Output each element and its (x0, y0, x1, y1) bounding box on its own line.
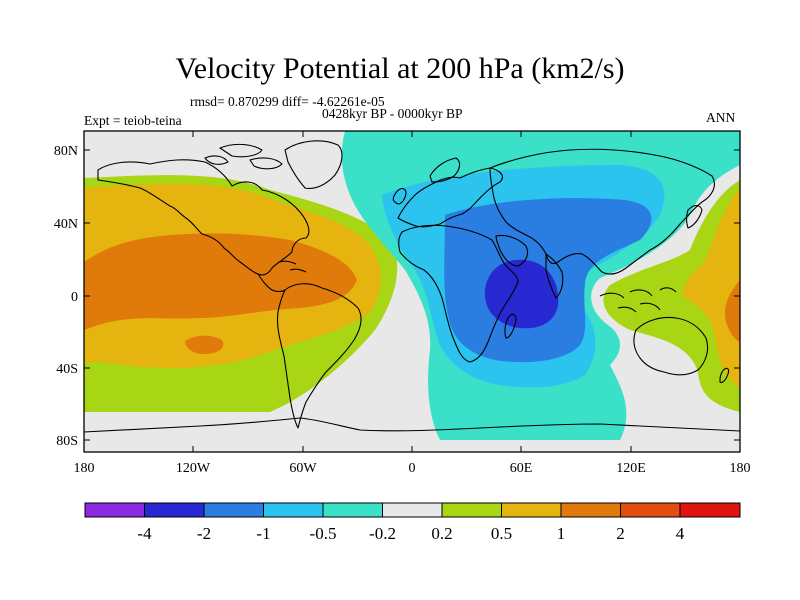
experiment-label: Expt = teiob-teina (84, 113, 182, 128)
colorbar-swatch-3 (204, 503, 264, 517)
coast-antarctica (84, 417, 740, 433)
lon-label-180e: 180 (730, 461, 751, 476)
colorbar-swatch-7 (442, 503, 502, 517)
coast-asia (489, 148, 715, 275)
coast-africa (398, 224, 519, 363)
colorbar-label: -4 (137, 524, 152, 543)
colorbar-label: 1 (557, 524, 566, 543)
colorbar: -4 -2 -1 -0.5 -0.2 0.2 0.5 1 2 4 (84, 502, 741, 543)
coastlines (84, 140, 740, 433)
lat-label-80n: 80N (54, 144, 78, 159)
colorbar-swatch-5 (323, 503, 383, 517)
colorbar-swatch-9 (561, 503, 621, 517)
positive-region-east-0.5 (683, 188, 740, 388)
colorbar-label: -0.5 (310, 524, 337, 543)
positive-region-1c (185, 335, 224, 355)
colorbar-label: -1 (256, 524, 270, 543)
plot-title: Velocity Potential at 200 hPa (km2/s) (175, 52, 625, 85)
coast-india (545, 253, 564, 299)
coast-uk (392, 187, 407, 205)
lon-label-60e: 60E (510, 461, 533, 476)
period-text: 0428kyr BP - 0000kyr BP (322, 106, 463, 121)
positive-region-east-0.2 (603, 180, 740, 412)
coast-indonesia (599, 287, 677, 313)
colorbar-swatch-10 (620, 503, 680, 517)
contour-field (84, 131, 740, 452)
coast-australia (633, 316, 709, 376)
lat-label-80s: 80S (56, 434, 78, 449)
colorbar-label: 2 (616, 524, 625, 543)
lon-label-120w: 120W (176, 461, 211, 476)
coast-new-zealand (719, 367, 730, 384)
lon-ticks (83, 131, 741, 452)
lon-label-60w: 60W (289, 461, 317, 476)
positive-region-1 (84, 233, 357, 330)
coast-arctic-islands (204, 143, 283, 170)
coast-north-america (97, 159, 310, 276)
colorbar-swatch-1 (85, 503, 145, 517)
colorbar-label: -0.2 (369, 524, 396, 543)
lon-label-180w: 180 (74, 461, 95, 476)
coast-arabia (495, 234, 529, 267)
colorbar-label: -2 (197, 524, 211, 543)
lon-label-0: 0 (409, 461, 416, 476)
lat-label-40n: 40N (54, 217, 78, 232)
coast-madagascar (504, 313, 517, 339)
coast-scandinavia (429, 157, 461, 183)
coast-caribbean (257, 260, 307, 293)
lat-label-0: 0 (71, 290, 78, 305)
negative-region-2 (484, 259, 559, 329)
lat-label-40s: 40S (56, 362, 78, 377)
colorbar-swatch-2 (144, 503, 204, 517)
lat-ticks (84, 149, 740, 441)
colorbar-label: 0.5 (491, 524, 512, 543)
colorbar-outline (84, 502, 741, 518)
coast-japan (685, 204, 703, 229)
season-label: ANN (706, 110, 736, 125)
coast-south-america (276, 283, 362, 429)
colorbar-label: 0.2 (431, 524, 452, 543)
colorbar-label: 4 (676, 524, 685, 543)
coast-greenland (284, 140, 343, 189)
lon-label-120e: 120E (616, 461, 646, 476)
colorbar-swatch-6 (382, 503, 442, 517)
colorbar-swatch-8 (501, 503, 561, 517)
colorbar-swatch-4 (263, 503, 323, 517)
stats-text: rmsd= 0.870299 diff= -4.62261e-05 (190, 94, 385, 109)
colorbar-swatch-11 (680, 503, 740, 517)
